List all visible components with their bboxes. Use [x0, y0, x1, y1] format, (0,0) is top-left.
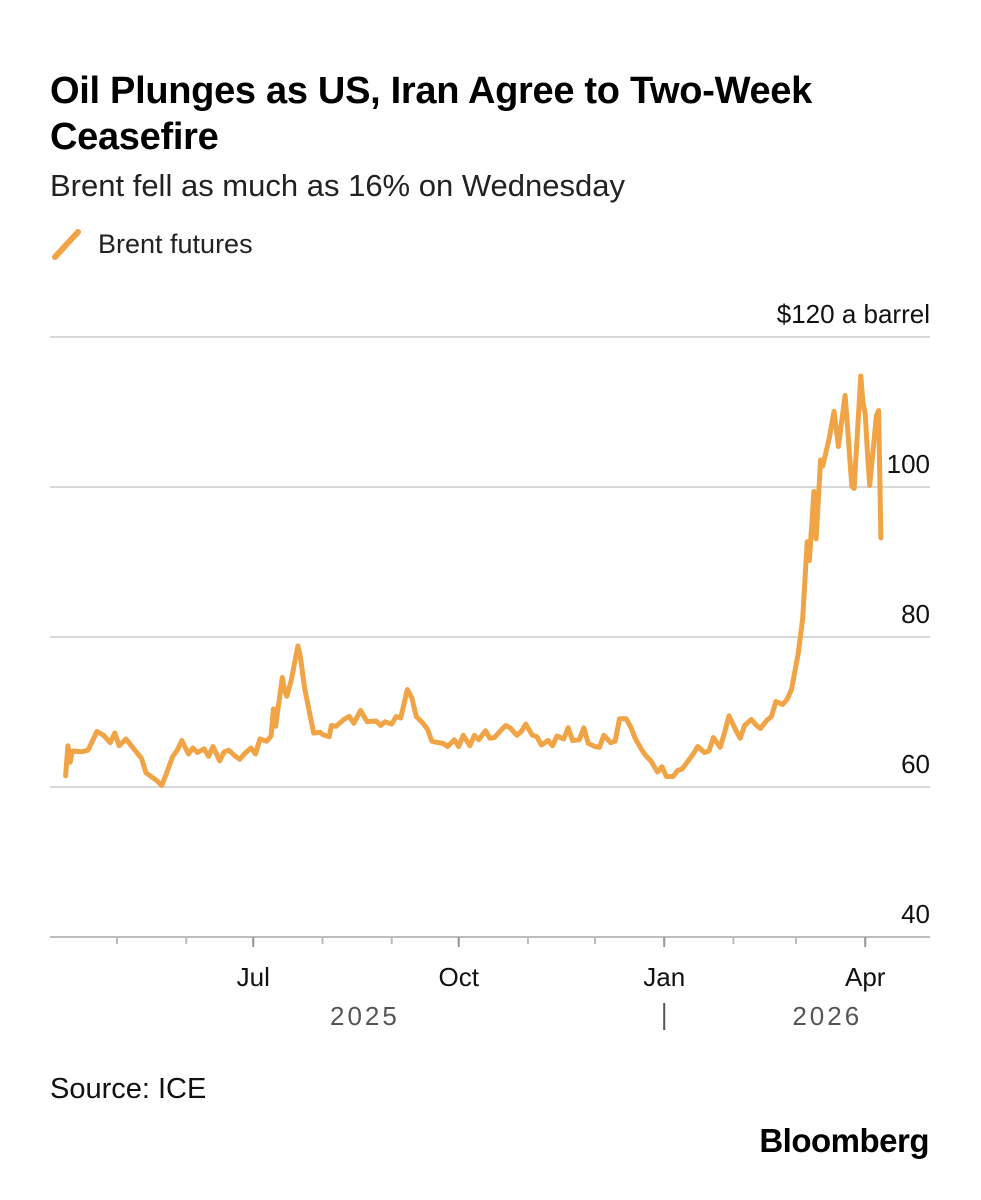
y-tick-label: 80: [901, 599, 930, 629]
y-tick-label: 60: [901, 749, 930, 779]
x-tick-label: Apr: [845, 962, 886, 992]
y-tick-label: $120 a barrel: [777, 299, 930, 329]
x-tick-label: Jan: [643, 962, 685, 992]
series-line-brent-futures: [63, 373, 884, 788]
chart-subtitle: Brent fell as much as 16% on Wednesday: [50, 168, 625, 203]
legend: Brent futures: [50, 226, 253, 262]
legend-label: Brent futures: [98, 228, 253, 259]
bloomberg-logo: Bloomberg: [759, 1122, 929, 1159]
chart: $120 a barrel 100 80 60 40 Jul Oct Jan Apr 2025 20…: [50, 299, 930, 1031]
year-label: 2025: [330, 1001, 400, 1031]
y-tick-label: 100: [887, 449, 930, 479]
y-tick-label: 40: [901, 899, 930, 929]
legend-swatch-icon: [52, 229, 81, 260]
x-tick-label: Jul: [237, 962, 270, 992]
chart-title: Oil Plunges as US, Iran Agree to Two-Wee…: [50, 70, 812, 158]
x-tick-label: Oct: [439, 962, 480, 992]
source-note: Source: ICE: [50, 1073, 207, 1105]
year-label: 2026: [792, 1001, 862, 1031]
